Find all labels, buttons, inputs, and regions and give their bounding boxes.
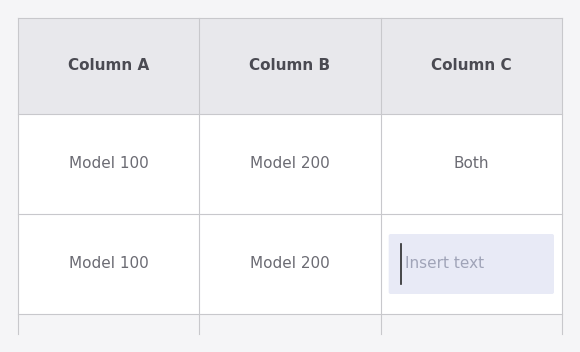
Bar (200, 114, 380, 214)
Text: Column B: Column B (249, 58, 331, 74)
Bar (380, 114, 562, 214)
Bar (18, 18, 200, 114)
Text: Model 100: Model 100 (69, 157, 148, 171)
Bar (18, 214, 200, 314)
Text: Insert text: Insert text (405, 257, 484, 271)
Text: Model 200: Model 200 (250, 157, 330, 171)
Text: Column A: Column A (68, 58, 149, 74)
Text: Model 200: Model 200 (250, 257, 330, 271)
Text: Both: Both (454, 157, 489, 171)
Bar (380, 18, 562, 114)
Text: Model 100: Model 100 (69, 257, 148, 271)
Bar (200, 18, 380, 114)
Bar (200, 214, 380, 314)
Bar (380, 214, 562, 314)
Bar (18, 114, 200, 214)
Text: Column C: Column C (431, 58, 512, 74)
FancyBboxPatch shape (389, 234, 554, 294)
